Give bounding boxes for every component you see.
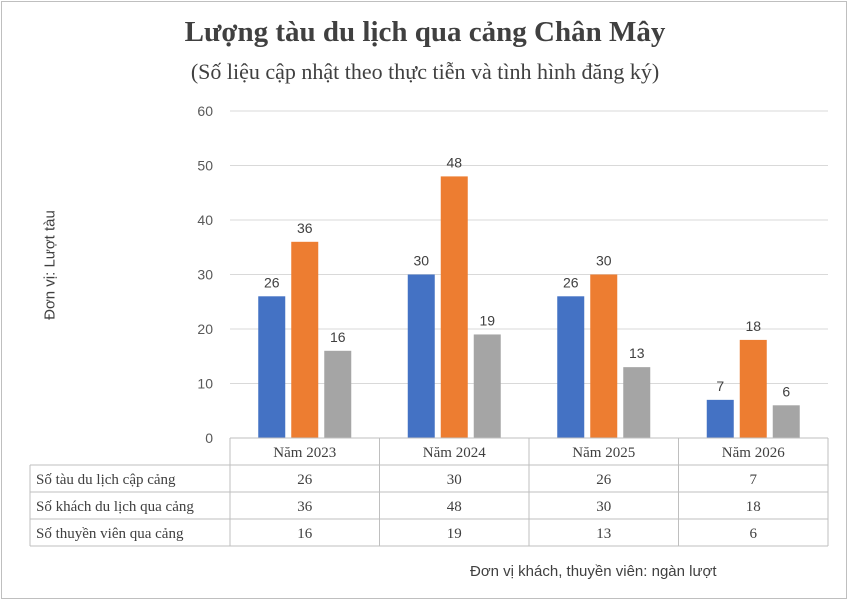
legend-entry: Số khách du lịch qua cảng (36, 499, 194, 515)
data-label: 13 (629, 345, 645, 361)
bar (440, 176, 468, 438)
bar (706, 399, 734, 438)
data-label: 16 (330, 329, 346, 345)
table-cell-value: 18 (746, 499, 761, 515)
bar (324, 350, 352, 438)
chart-footnote: Đơn vị khách, thuyền viên: ngàn lượt (470, 563, 717, 580)
bar (590, 274, 618, 438)
y-tick-label: 0 (205, 430, 213, 446)
y-tick-label: 30 (197, 267, 213, 283)
legend-entry: Số tàu du lịch cập cảng (36, 472, 176, 488)
bar (473, 334, 501, 438)
data-label: 7 (716, 378, 724, 394)
table-cell-value: 30 (596, 499, 611, 515)
y-tick-label: 50 (197, 158, 213, 174)
table-cell-value: 48 (447, 499, 462, 515)
legend-entry: Số thuyền viên qua cảng (36, 526, 184, 542)
data-label: 19 (479, 312, 495, 328)
bar (772, 405, 800, 438)
table-cell-value: 19 (447, 526, 462, 542)
bar (739, 339, 767, 438)
data-label: 18 (745, 318, 761, 334)
data-label: 30 (413, 253, 429, 269)
x-tick-label: Năm 2026 (722, 445, 785, 461)
data-label: 6 (782, 383, 790, 399)
bar (557, 296, 585, 438)
y-tick-label: 10 (197, 376, 213, 392)
bar (623, 367, 651, 438)
bar (407, 274, 435, 438)
table-cell-value: 13 (596, 526, 611, 542)
y-tick-label: 20 (197, 321, 213, 337)
table-cell-value: 26 (297, 472, 313, 488)
table-cell-value: 26 (596, 472, 612, 488)
y-tick-label: 60 (197, 103, 213, 119)
y-tick-label: 40 (197, 212, 213, 228)
data-label: 36 (297, 220, 313, 236)
x-tick-label: Năm 2025 (572, 445, 635, 461)
x-tick-label: Năm 2024 (423, 445, 486, 461)
chart-title: Lượng tàu du lịch qua cảng Chân Mây (184, 16, 666, 48)
data-label: 26 (264, 274, 280, 290)
bar (258, 296, 286, 438)
bar (291, 241, 319, 438)
table-cell-value: 16 (297, 526, 313, 542)
data-label: 30 (596, 253, 612, 269)
table-cell-value: 6 (750, 526, 758, 542)
data-label: 26 (563, 274, 579, 290)
table-cell-value: 30 (447, 472, 462, 488)
table-cell-value: 36 (297, 499, 313, 515)
table-cell-value: 7 (750, 472, 758, 488)
chart-subtitle: (Số liệu cập nhật theo thực tiễn và tình… (190, 59, 660, 84)
x-tick-label: Năm 2023 (273, 445, 336, 461)
data-label: 48 (446, 154, 462, 170)
